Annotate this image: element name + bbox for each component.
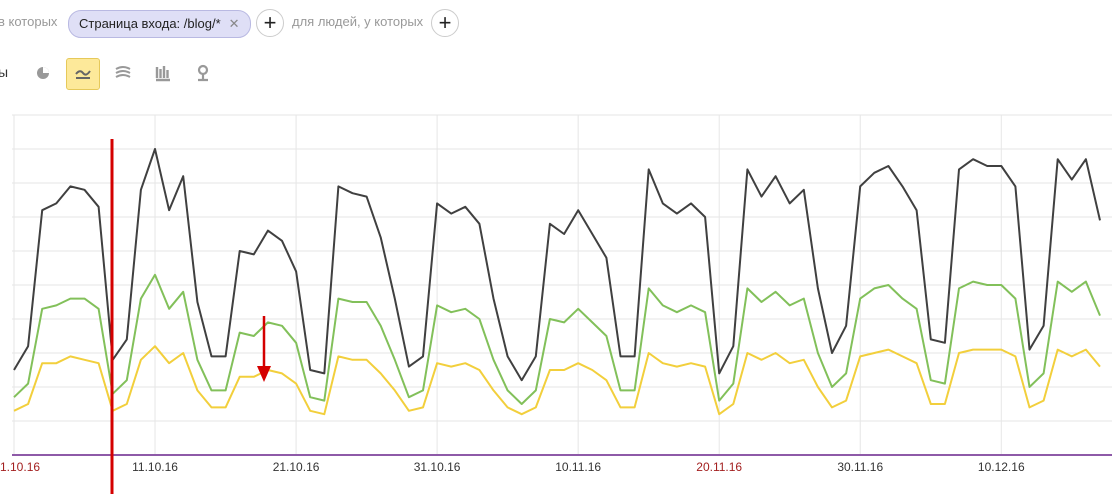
plot: 1.10.16 11.10.16 21.10.16 31.10.16 10.11.16 2… — [0, 114, 1112, 474]
x-tick-label: 10.11.16 — [555, 460, 601, 474]
annotation-arrowhead — [257, 366, 271, 382]
x-tick-label: 30.11.16 — [837, 460, 883, 474]
filter-prefix: в которых — [0, 14, 58, 29]
series-line — [13, 345, 1101, 416]
add-button[interactable]: + — [256, 9, 284, 37]
line-icon[interactable] — [66, 58, 100, 90]
area-icon[interactable] — [107, 58, 139, 88]
chip-remove[interactable]: ✕ — [228, 16, 240, 31]
row-prefix: ы — [0, 64, 9, 80]
x-tick-label: 31.10.16 — [414, 460, 461, 474]
map-icon[interactable] — [187, 58, 219, 88]
x-tick-label: 10.12.16 — [978, 460, 1025, 474]
x-tick-label: 1.10.16 — [0, 460, 40, 474]
people-label: для людей, у которых — [292, 14, 424, 29]
pie-icon[interactable] — [27, 58, 59, 88]
add-button[interactable]: + — [431, 9, 459, 37]
chip-label: Страница входа: /blog/* — [79, 16, 221, 31]
series-line — [13, 148, 1101, 382]
x-tick-label: 21.10.16 — [273, 460, 320, 474]
x-tick-label: 11.10.16 — [132, 460, 178, 474]
bar-icon[interactable] — [147, 58, 179, 88]
x-tick-label: 20.11.16 — [696, 460, 742, 474]
series-line — [13, 273, 1101, 405]
filter-chip[interactable]: Страница входа: /blog/* ✕ — [68, 10, 251, 38]
